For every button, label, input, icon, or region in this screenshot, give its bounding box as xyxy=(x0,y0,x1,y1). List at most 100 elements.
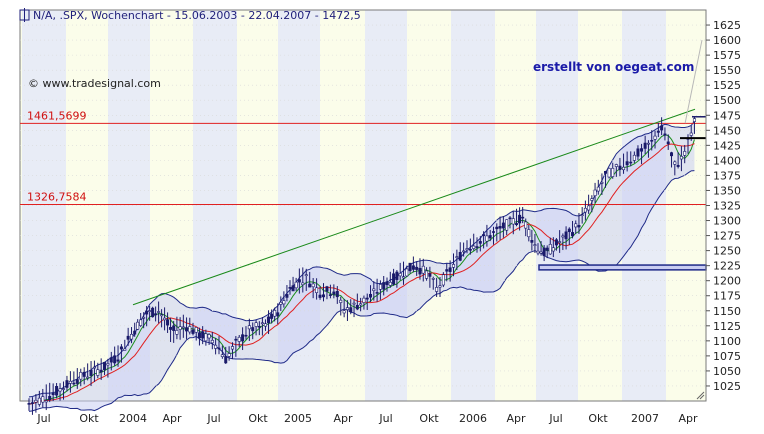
candle-body xyxy=(92,366,96,369)
x-tick-label: Jul xyxy=(36,412,50,425)
candle-body xyxy=(154,313,158,316)
candle-body xyxy=(482,234,486,237)
candle-body xyxy=(415,266,419,270)
candle-body xyxy=(564,231,568,240)
candle-body xyxy=(451,264,455,268)
resize-grip-icon[interactable] xyxy=(696,391,705,400)
x-tick-label: Apr xyxy=(506,412,526,425)
candle-body xyxy=(673,161,677,165)
y-tick-label: 1550 xyxy=(713,64,741,77)
candle-body xyxy=(650,139,654,142)
x-tick-label: Jul xyxy=(378,412,392,425)
candle-body xyxy=(587,205,591,211)
candle-body xyxy=(157,311,161,313)
bollinger-fill xyxy=(29,121,695,412)
candle-body xyxy=(61,388,65,390)
y-tick-label: 1500 xyxy=(713,94,741,107)
y-tick-label: 1225 xyxy=(713,260,741,273)
x-tick-label: 2006 xyxy=(459,412,487,425)
candle-body xyxy=(646,142,650,145)
candle-body xyxy=(359,303,363,306)
candle-body xyxy=(89,369,93,376)
source-credit: © www.tradesignal.com xyxy=(28,77,161,90)
y-tick-label: 1575 xyxy=(713,49,741,62)
y-tick-label: 1600 xyxy=(713,34,741,47)
reference-line-labels: 1461,5699 1326,7584 xyxy=(27,109,87,203)
candle-body xyxy=(448,267,452,272)
candle-body xyxy=(297,279,301,283)
candle-body xyxy=(44,400,48,403)
candle-body xyxy=(521,216,525,219)
candle-body xyxy=(445,269,449,272)
candle-body xyxy=(318,294,322,298)
y-tick-label: 1300 xyxy=(713,215,741,228)
candle-body xyxy=(388,281,392,286)
x-tick-label: Apr xyxy=(333,412,353,425)
candle-body xyxy=(670,152,674,157)
candle-body xyxy=(349,307,353,313)
candle-body xyxy=(498,226,502,229)
candle-body xyxy=(27,403,31,405)
candle-body xyxy=(75,379,79,384)
candle-body xyxy=(558,241,562,243)
candle-body xyxy=(640,148,644,152)
candle-body xyxy=(392,273,396,285)
candle-body xyxy=(411,265,415,270)
green-trendline xyxy=(132,108,696,306)
candle-body xyxy=(308,283,312,288)
candle-body xyxy=(96,369,100,376)
candle-body xyxy=(82,371,86,377)
candle-body xyxy=(116,359,120,362)
candle-body xyxy=(488,235,492,239)
candle-body xyxy=(596,186,600,192)
candle-body xyxy=(365,297,369,300)
y-tick-label: 1050 xyxy=(713,365,741,378)
candle-body xyxy=(418,268,422,275)
candle-body xyxy=(113,355,117,364)
candle-body xyxy=(185,327,189,332)
candle-body xyxy=(304,274,308,277)
candle-body xyxy=(207,334,211,339)
candle-body xyxy=(378,284,382,290)
candle-body xyxy=(545,247,549,251)
candle-body xyxy=(580,214,584,217)
candle-body xyxy=(163,317,167,321)
bollinger-lower xyxy=(28,170,695,412)
candle-body xyxy=(405,268,409,277)
x-tick-label: 2007 xyxy=(631,412,659,425)
candle-body xyxy=(571,232,575,237)
candle-body xyxy=(224,356,228,364)
candle-body xyxy=(321,294,325,298)
candle-body xyxy=(435,287,439,292)
candle-body xyxy=(369,293,373,298)
candle-body xyxy=(145,310,149,315)
candle-body xyxy=(372,288,376,291)
candle-body xyxy=(501,222,505,229)
candle-body xyxy=(567,228,571,233)
x-tick-label: Okt xyxy=(419,412,439,425)
candle-body xyxy=(527,229,531,238)
y-tick-label: 1400 xyxy=(713,154,741,167)
candle-body xyxy=(339,299,343,303)
candle-body xyxy=(401,276,405,279)
y-tick-label: 1375 xyxy=(713,169,741,182)
y-axis: 1025 1050 1075 1100 1125 1150 1175 1200 1225 1250… xyxy=(705,10,741,401)
candle-body xyxy=(204,333,208,342)
candle-body xyxy=(169,327,173,330)
x-axis: Jul Okt 2004 Apr Jul Okt 2005 Apr Jul Okt 2006 Apr J… xyxy=(36,412,698,425)
candle-body xyxy=(220,354,224,358)
candle-body xyxy=(590,198,594,201)
candle-body xyxy=(505,219,509,231)
candle-body xyxy=(260,322,264,325)
candle-body xyxy=(126,335,130,340)
candle-body xyxy=(604,170,608,174)
candle-body xyxy=(375,292,379,294)
candle-body xyxy=(574,223,578,228)
trendline xyxy=(132,39,703,306)
candle-body xyxy=(611,167,615,177)
chart-title: N/A, .SPX, Wochenchart - 15.06.2003 - 22… xyxy=(33,9,361,22)
candle-body xyxy=(362,297,366,303)
candle-body xyxy=(130,333,134,340)
candle-body xyxy=(294,281,298,289)
